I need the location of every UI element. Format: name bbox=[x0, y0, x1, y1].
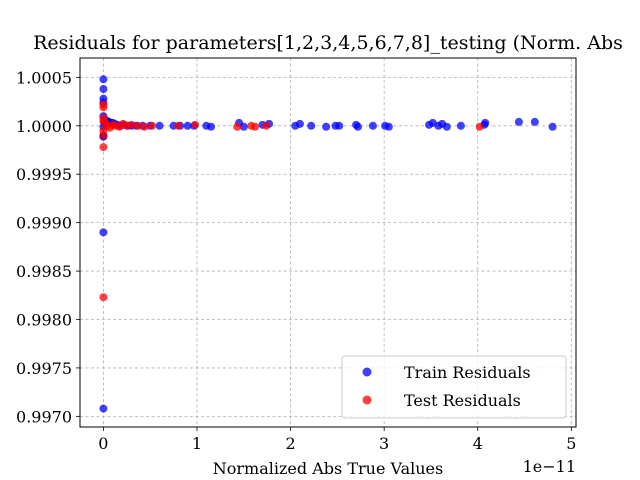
y-tick-label: 0.9995 bbox=[16, 165, 72, 184]
scatter-point bbox=[99, 75, 108, 84]
y-axis-ticks: 0.9970 0.9975 0.9980 0.9985 0.9990 0.9995 1.00… bbox=[16, 68, 80, 426]
legend-marker-train bbox=[362, 367, 372, 377]
scatter-point bbox=[456, 121, 465, 130]
scatter-point bbox=[99, 103, 108, 112]
y-tick-label: 0.9970 bbox=[16, 407, 72, 426]
legend-label-test: Test Residuals bbox=[404, 391, 521, 410]
scatter-point bbox=[322, 122, 331, 131]
scatter-point bbox=[127, 120, 136, 129]
scatter-point bbox=[134, 121, 143, 130]
x-tick-label: 0 bbox=[98, 434, 108, 453]
scatter-point bbox=[140, 122, 149, 131]
scatter-point bbox=[384, 122, 393, 131]
legend: Train Residuals Test Residuals bbox=[341, 355, 567, 419]
scatter-point bbox=[368, 121, 377, 130]
chart-title: Residuals for parameters[1,2,3,4,5,6,7,8… bbox=[33, 32, 623, 54]
scatter-point bbox=[99, 228, 108, 237]
x-axis-ticks: 0 1 2 3 4 5 bbox=[98, 427, 576, 453]
scatter-point bbox=[99, 293, 108, 302]
scatter-point bbox=[99, 404, 108, 413]
scatter-point bbox=[514, 117, 523, 126]
scatter-point bbox=[99, 131, 108, 140]
scatter-point bbox=[191, 120, 200, 129]
y-tick-label: 0.9975 bbox=[16, 359, 72, 378]
scatter-point bbox=[207, 122, 216, 131]
scatter-point bbox=[174, 121, 183, 130]
scatter-point bbox=[148, 121, 157, 130]
x-axis-label: Normalized Abs True Values bbox=[213, 459, 443, 478]
scatter-point bbox=[155, 121, 164, 130]
x-tick-label: 5 bbox=[566, 434, 576, 453]
scatter-point bbox=[307, 121, 316, 130]
scatter-point bbox=[99, 84, 108, 93]
scatter-point bbox=[99, 143, 108, 152]
scatter-point bbox=[442, 122, 451, 131]
y-tick-label: 0.9985 bbox=[16, 262, 72, 281]
series-test bbox=[99, 100, 484, 302]
legend-box bbox=[341, 355, 567, 419]
scatter-point bbox=[548, 122, 557, 131]
legend-marker-test bbox=[362, 395, 372, 405]
scatter-point bbox=[481, 118, 490, 127]
scatter-point bbox=[335, 121, 344, 130]
y-tick-label: 0.9980 bbox=[16, 310, 72, 329]
series-layer bbox=[99, 75, 557, 413]
y-tick-label: 1.0005 bbox=[16, 68, 72, 87]
scatter-point bbox=[353, 122, 362, 131]
scatter-point bbox=[251, 122, 260, 131]
scatter-point bbox=[530, 117, 539, 126]
scatter-point bbox=[183, 121, 192, 130]
scatter-point bbox=[295, 119, 304, 128]
plot-frame bbox=[79, 57, 577, 428]
legend-label-train: Train Residuals bbox=[404, 363, 531, 382]
x-tick-label: 1 bbox=[192, 434, 202, 453]
y-tick-label: 1.0000 bbox=[16, 117, 72, 136]
y-tick-label: 0.9990 bbox=[16, 214, 72, 233]
x-tick-label: 2 bbox=[285, 434, 295, 453]
x-tick-label: 3 bbox=[379, 434, 389, 453]
scatter-point bbox=[262, 121, 271, 130]
scatter-point bbox=[233, 122, 242, 131]
scatter-point bbox=[475, 122, 484, 131]
x-axis-offset-text: 1e−11 bbox=[523, 457, 576, 476]
scatter-point bbox=[239, 122, 248, 131]
x-tick-label: 4 bbox=[473, 434, 483, 453]
